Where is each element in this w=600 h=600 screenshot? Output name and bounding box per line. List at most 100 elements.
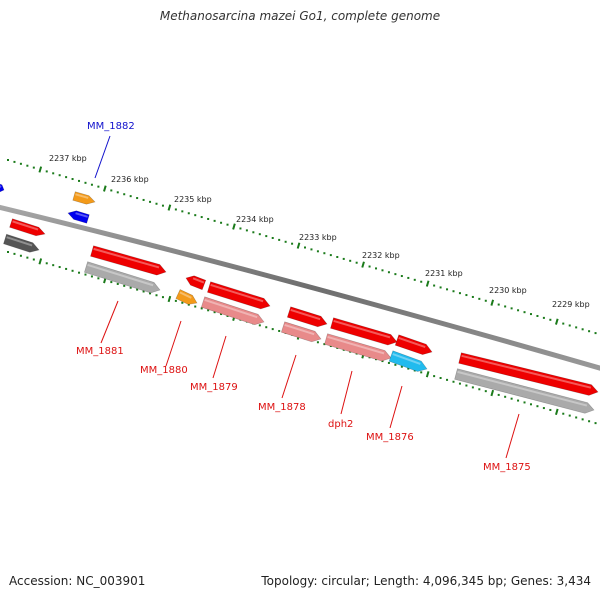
scale-outer-dot [446,288,449,291]
gene-arrow-mm1880-orange-highlight [179,291,192,299]
gene-arrow-orange-highlight [75,193,89,199]
scale-outer-dot [213,219,216,222]
scale-inner-dot [536,405,539,408]
scale-inner-dot [433,375,436,378]
scale-inner-dot [484,390,487,393]
gene-label[interactable]: dph2 [328,419,353,430]
scale-inner-dot [200,307,203,310]
gene-arrow-mm1879-pseudo[interactable] [200,296,265,326]
scale-inner-major-tick [555,408,559,415]
scale-inner-dot [394,363,397,366]
gene-arrow-mm1880-orange[interactable] [175,289,198,305]
gene-label[interactable]: MM_1881 [76,346,124,357]
scale-outer-dot [420,280,423,283]
scale-inner-dot [65,267,68,270]
gene-arrow-mm1881[interactable] [90,245,167,276]
scale-outer-dot [26,164,29,167]
scale-inner-dot [174,299,177,302]
scale-inner-dot [278,329,281,332]
gene-arrow-mm1879[interactable] [207,281,271,310]
gene-arrow-mm1875[interactable] [458,352,599,396]
gene-arrow-mm1875-highlight [461,354,592,389]
gene-arrow-mm1878[interactable] [286,306,328,328]
scale-outer-dot [458,292,461,295]
scale-outer-dot [13,160,16,163]
scale-inner-dot [581,418,584,421]
gene-arrow-dph2-pseudo[interactable] [324,333,392,362]
gene-arrow-red[interactable] [9,218,46,237]
scale-inner-dot [471,386,474,389]
gene-arrow-mm1880[interactable] [185,275,207,291]
gene-label[interactable]: MM_1878 [258,402,306,413]
scale-label: 2233 kbp [299,233,337,242]
scale-inner-dot [446,378,449,381]
scale-outer-dot [381,269,384,272]
scale-outer-dot [542,316,545,319]
scale-inner-dot [568,414,571,417]
scale-inner-dot [323,343,326,346]
scale-inner-dot [116,282,119,285]
gene-label-leader [281,354,297,399]
gene-arrow-dph2[interactable] [330,317,398,346]
scale-outer-dot [142,198,145,201]
scale-outer-dot [207,217,210,220]
scale-outer-dot [32,166,35,169]
scale-outer-dot [336,256,339,259]
scale-label: 2234 kbp [236,215,274,224]
scale-inner-dot [452,380,455,383]
gene-label-leader [100,300,119,344]
scale-inner-dot [478,388,481,391]
scale-outer-dot [562,322,565,325]
scale-inner-dot [265,326,268,329]
scale-outer-dot [549,318,552,321]
gene-arrow-orange[interactable] [72,191,96,205]
gene-arrow-mm1875-gray[interactable] [454,368,595,414]
scale-outer-major-tick [103,185,107,192]
gene-arrow-mm1881-gray[interactable] [84,261,161,294]
scale-inner-dot [213,311,216,314]
gene-label[interactable]: MM_1879 [190,382,238,393]
scale-outer-dot [536,314,539,317]
gene-label[interactable]: MM_1882 [87,121,135,132]
scale-outer-dot [394,273,397,276]
scale-outer-dot [90,183,93,186]
scale-outer-dot [523,311,526,314]
scale-inner-dot [123,284,126,287]
gene-arrow-mm1876-cyan[interactable] [388,350,428,372]
scale-inner-dot [90,275,93,278]
scale-label: 2231 kbp [425,269,463,278]
scale-outer-dot [265,235,268,238]
scale-outer-major-tick [425,280,430,287]
scale-outer-dot [291,242,294,245]
gene-label-leader [165,320,182,367]
gene-label[interactable]: MM_1880 [140,365,188,376]
gene-arrow-blue[interactable] [67,210,90,224]
scale-outer-dot [45,170,48,173]
gene-arrow-mm1878-pseudo-highlight [284,323,315,336]
gene-arrow-mm1878-pseudo[interactable] [280,321,322,343]
scale-outer-major-tick [490,299,495,306]
gene-arrow-mm1882[interactable] [0,182,5,193]
scale-inner-dot [439,376,442,379]
gene-arrow-mm1879-pseudo-highlight [204,299,258,319]
scale-outer-dot [400,275,403,278]
scale-inner-dot [420,371,423,374]
gene-label[interactable]: MM_1876 [366,432,414,443]
scale-inner-dot [465,384,468,387]
scale-outer-dot [78,179,81,182]
gene-arrow-mm1876[interactable] [394,334,433,355]
scale-outer-dot [484,299,487,302]
scale-outer-dot [316,250,319,253]
gene-arrow-gray[interactable] [3,233,40,253]
scale-inner-dot [181,301,184,304]
scale-inner-dot [149,292,152,295]
scale-label: 2237 kbp [49,154,87,163]
scale-outer-dot [594,332,597,335]
scale-inner-dot [155,294,158,297]
scale-outer-dot [258,233,261,236]
scale-outer-dot [471,295,474,298]
scale-outer-dot [413,278,416,281]
gene-label[interactable]: MM_1875 [483,462,531,473]
scale-outer-dot [355,261,358,264]
